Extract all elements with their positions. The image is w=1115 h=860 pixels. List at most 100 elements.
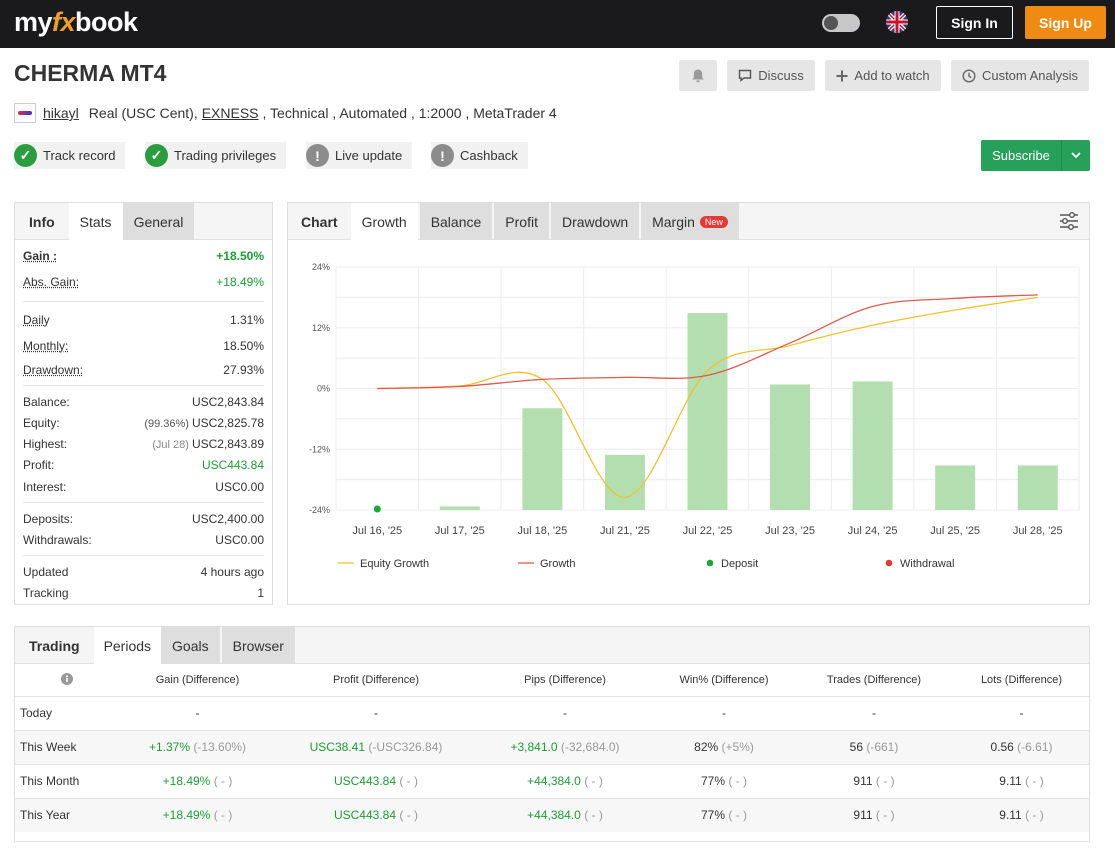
period-label: This Month	[15, 763, 119, 798]
chart-bar	[1017, 465, 1058, 510]
stat-label: Profit:	[23, 458, 55, 472]
cell-gain: +18.49% ( - )	[119, 797, 276, 832]
col-lots: Lots (Difference)	[980, 674, 1063, 687]
cell-pips: +44,384.0 ( - )	[476, 763, 654, 798]
stat-value: +18.49%	[216, 275, 264, 289]
cell-value: -	[1019, 706, 1024, 720]
cell-value: +18.49%	[162, 808, 211, 823]
myfxbook-logo[interactable]: myfxbook	[14, 7, 138, 37]
cell-diff: ( - )	[1025, 774, 1044, 788]
table-row: This Month +18.49% ( - ) USC443.84 ( - ) +4…	[15, 763, 1089, 798]
user-link[interactable]: hikayl	[43, 105, 79, 121]
cell-diff: (+5%)	[721, 740, 754, 754]
add-to-watch-button[interactable]: Add to watch	[825, 60, 941, 91]
legend-dot-swatch	[706, 559, 714, 567]
tab-stats[interactable]: Stats	[68, 203, 123, 240]
deposit-point	[373, 505, 381, 513]
tab-general[interactable]: General	[122, 203, 195, 240]
cell-diff: ( - )	[875, 774, 895, 788]
toggle-knob	[824, 16, 838, 30]
settings-sliders-icon[interactable]	[1049, 203, 1089, 239]
uk-flag-icon[interactable]	[886, 11, 908, 33]
cell-trades: -	[794, 695, 954, 730]
discuss-button[interactable]: Discuss	[727, 60, 815, 91]
stat-gain: Gain : +18.50%	[23, 246, 264, 266]
cell-value: 9.11	[999, 808, 1022, 823]
user-avatar[interactable]	[14, 103, 36, 123]
stat-value: USC443.84	[201, 458, 264, 472]
cell-pips: +3,841.0 (-32,684.0)	[476, 729, 654, 764]
cell-lots: 9.11 ( - )	[954, 763, 1089, 798]
tab-drawdown[interactable]: Drawdown	[550, 203, 640, 240]
x-tick-label: Jul 18, '25	[517, 525, 567, 537]
chevron-down-icon[interactable]	[1061, 140, 1090, 171]
tab-info[interactable]: Info	[29, 213, 55, 230]
cell-diff: ( - )	[399, 774, 419, 788]
badge-live-update[interactable]: ! Live update	[306, 142, 413, 169]
divider	[23, 385, 264, 386]
period-label: This Week	[15, 729, 119, 764]
cell-value: -	[563, 706, 567, 720]
x-tick-label: Jul 16, '25	[352, 525, 402, 537]
cell-profit: USC443.84 ( - )	[276, 763, 476, 798]
cell-gain: +1.37% (-13.60%)	[119, 729, 276, 764]
tab-trading[interactable]: Trading	[29, 637, 80, 654]
subscribe-button[interactable]: Subscribe	[981, 140, 1090, 171]
stat-label: Drawdown:	[23, 363, 84, 377]
stat-label: Interest:	[23, 480, 67, 494]
badge-trading-privileges[interactable]: ✓ Trading privileges	[145, 142, 287, 169]
info-icon[interactable]	[15, 665, 119, 696]
stat-daily: Daily 1.31%	[23, 310, 264, 330]
sign-up-button[interactable]: Sign Up	[1025, 6, 1106, 39]
stat-label: Equity:	[23, 416, 60, 430]
tab-periods[interactable]: Periods	[93, 627, 162, 664]
stat-interest: Interest: USC0.00	[23, 477, 264, 497]
cell-diff: ( - )	[875, 808, 895, 823]
stat-label: Withdrawals:	[23, 533, 92, 547]
cell-diff: (-USC326.84)	[368, 740, 443, 754]
x-tick-label: Jul 21, '25	[600, 525, 650, 537]
cell-value: +3,841.0	[510, 740, 558, 754]
badge-track-record[interactable]: ✓ Track record	[14, 142, 126, 169]
cell-value: 77%	[700, 774, 726, 788]
x-tick-label: Jul 28, '25	[1013, 525, 1063, 537]
periods-table: Gain (Difference) Profit (Difference) Pi…	[15, 665, 1089, 832]
cell-value: 77%	[700, 808, 726, 823]
bell-icon	[692, 69, 704, 82]
stat-value: 27.93%	[223, 363, 264, 377]
tab-chart[interactable]: Chart	[301, 213, 338, 230]
period-label: This Year	[15, 797, 119, 832]
custom-analysis-button[interactable]: Custom Analysis	[951, 60, 1089, 91]
tab-margin[interactable]: Margin New	[641, 203, 739, 240]
broker-link[interactable]: EXNESS	[201, 105, 259, 121]
tab-balance[interactable]: Balance	[419, 203, 493, 240]
theme-toggle[interactable]	[822, 14, 860, 32]
badge-cashback[interactable]: ! Cashback	[431, 142, 528, 169]
stat-value: USC2,843.84	[191, 395, 264, 409]
x-tick-label: Jul 23, '25	[765, 525, 815, 537]
stat-value: +18.50%	[216, 249, 264, 263]
growth-chart[interactable]: 24% 12% 0% -12% -24% Jul 16, '25 Jul 17, '25 Ju…	[288, 241, 1089, 604]
account-type: Real (USC Cent),	[88, 105, 198, 121]
table-row: This Year +18.49% ( - ) USC443.84 ( - ) +44…	[15, 797, 1089, 832]
stat-label: Updated	[23, 565, 69, 579]
cell-win: 77% ( - )	[654, 797, 794, 832]
tab-browser[interactable]: Browser	[221, 627, 295, 664]
cell-diff: ( - )	[1025, 808, 1044, 823]
chart-bar	[770, 384, 811, 510]
cell-diff: (-6.61)	[1017, 740, 1053, 754]
period-label: Today	[15, 695, 119, 730]
stat-label: Monthly:	[23, 339, 69, 353]
stat-value: 4 hours ago	[200, 565, 264, 579]
sign-in-button[interactable]: Sign In	[936, 6, 1013, 39]
tab-profit[interactable]: Profit	[494, 203, 549, 240]
cell-value: -	[374, 706, 378, 720]
tab-growth[interactable]: Growth	[350, 203, 418, 240]
badge-label: Trading privileges	[174, 148, 277, 163]
cell-diff: ( - )	[584, 774, 603, 788]
stat-label: Highest:	[23, 437, 68, 451]
notify-button[interactable]	[679, 60, 717, 91]
col-gain: Gain (Difference)	[155, 674, 240, 687]
tab-goals[interactable]: Goals	[161, 627, 220, 664]
stat-profit: Profit: USC443.84	[23, 455, 264, 475]
